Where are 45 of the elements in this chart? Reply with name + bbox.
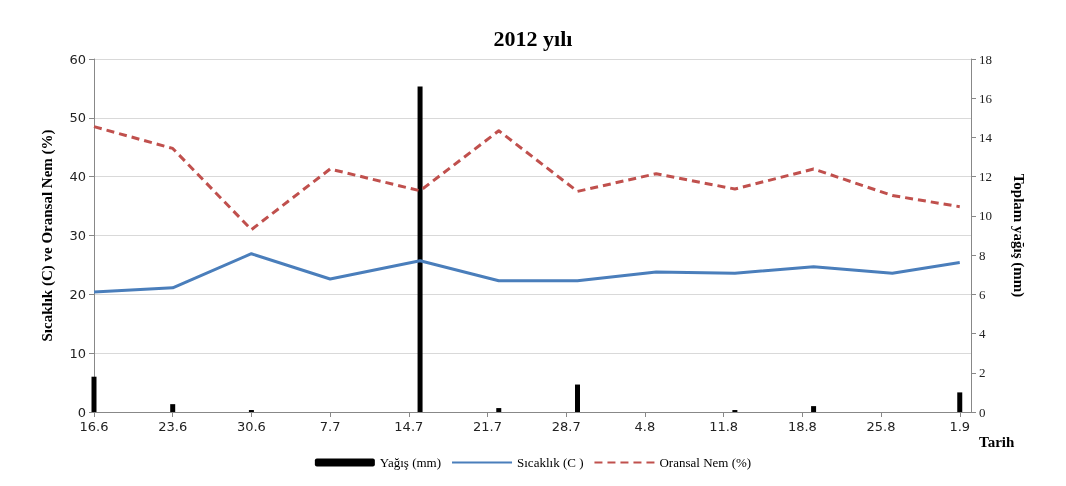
bar [574,384,580,412]
bar [417,86,423,412]
y-tick-label: 40 [69,169,86,185]
y2-tick-label: 10 [979,208,992,224]
y-tick-label: 50 [69,110,86,126]
x-tick-label: 4.8 [634,419,656,434]
bar [811,406,817,412]
bar [496,408,502,412]
y2-tick-label: 6 [979,286,986,302]
y-tick-label: 20 [69,286,86,302]
chart-title: 2012 yılı [493,25,573,51]
x-axis-title: Tarih [979,433,1015,450]
y-tick-label: 0 [77,404,86,420]
y2-tick-label: 2 [979,365,986,381]
y2-tick-label: 14 [979,129,993,145]
y2-tick-label: 0 [979,404,986,420]
x-tick-label: 7.7 [319,419,341,434]
y2-axis-title: Toplam yağış (mm) [1009,173,1027,298]
x-tick-label: 11.8 [709,419,739,434]
x-tick-label: 21.7 [473,419,502,434]
y-tick-label: 10 [69,345,86,361]
y-tick-label: 60 [69,51,86,67]
y2-tick-label: 18 [979,51,992,67]
x-tick-label: 1.9 [949,419,971,434]
x-tick-label: 25.8 [866,419,896,434]
x-tick-label: 18.8 [787,419,817,434]
y2-tick-label: 16 [979,90,993,106]
y2-tick-label: 8 [979,247,986,263]
x-tick-label: 16.6 [79,419,109,434]
y2-tick-label: 4 [979,326,986,342]
legend-label: Oransal Nem (%) [659,455,752,470]
x-tick-label: 28.7 [551,419,581,434]
line-series [92,125,962,232]
y2-tick-label: 12 [979,169,992,185]
bar [170,404,176,412]
x-tick-label: 30.6 [236,419,266,434]
line-series [92,252,962,294]
x-tick-label: 14.7 [394,419,424,434]
bar [91,376,97,412]
legend-label: Yağış (mm) [379,455,442,470]
bar [957,392,963,412]
y-tick-label: 30 [69,228,86,243]
y-axis-title: Sıcaklık (C) ve Oransal Nem (%) [38,129,56,342]
legend-label: Sıcaklık (C ) [517,455,584,470]
x-tick-label: 23.6 [158,419,188,434]
